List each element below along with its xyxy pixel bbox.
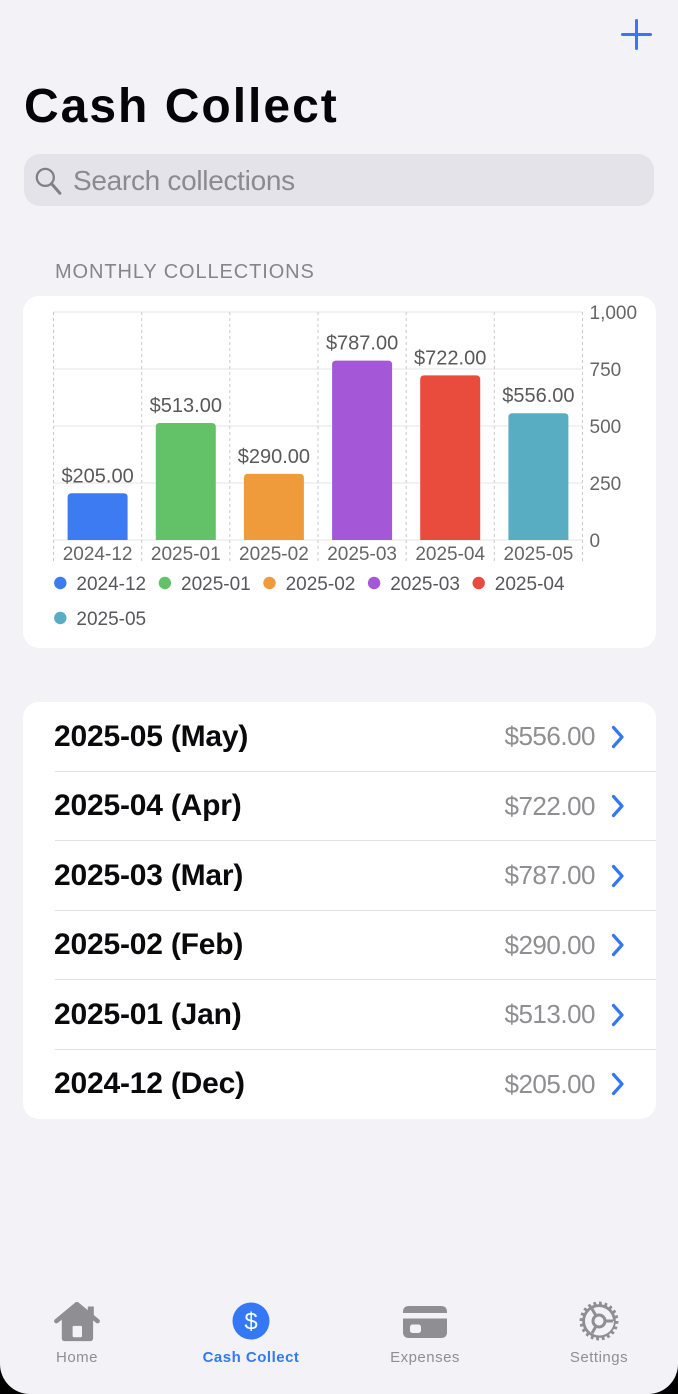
- svg-text:2024-12: 2024-12: [76, 574, 146, 595]
- svg-text:2025-05: 2025-05: [76, 609, 146, 630]
- svg-text:$787.00: $787.00: [326, 333, 398, 355]
- svg-text:500: 500: [590, 417, 622, 438]
- svg-text:2024-12: 2024-12: [63, 544, 133, 565]
- svg-text:2025-02: 2025-02: [239, 544, 309, 565]
- svg-text:2025-03: 2025-03: [327, 544, 397, 565]
- svg-text:0: 0: [590, 531, 601, 552]
- svg-text:750: 750: [590, 360, 622, 381]
- svg-text:2025-01: 2025-01: [181, 574, 251, 595]
- svg-text:2025-04: 2025-04: [495, 574, 565, 595]
- svg-text:2025-02: 2025-02: [286, 574, 356, 595]
- svg-text:$722.00: $722.00: [414, 347, 486, 369]
- svg-text:2025-05: 2025-05: [504, 544, 574, 565]
- svg-text:250: 250: [590, 474, 622, 495]
- svg-text:2025-04: 2025-04: [415, 544, 485, 565]
- svg-text:$513.00: $513.00: [150, 395, 222, 417]
- svg-text:2025-03: 2025-03: [390, 574, 460, 595]
- svg-text:$556.00: $556.00: [502, 385, 574, 407]
- svg-text:$290.00: $290.00: [238, 446, 310, 468]
- svg-text:1,000: 1,000: [590, 303, 638, 324]
- svg-text:$205.00: $205.00: [61, 465, 133, 487]
- svg-text:$: $: [244, 1309, 257, 1336]
- svg-text:2025-01: 2025-01: [151, 544, 221, 565]
